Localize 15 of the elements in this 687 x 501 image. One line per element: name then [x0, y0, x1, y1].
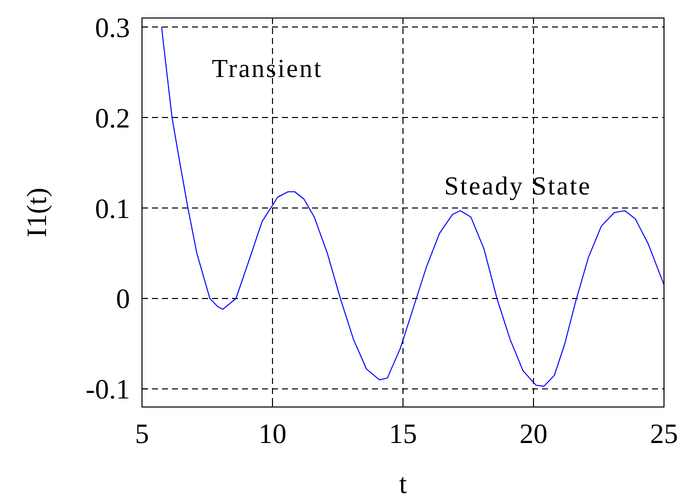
annotation: Steady State [444, 171, 592, 200]
y-tick-label: 0 [116, 284, 130, 316]
x-tick-label: 15 [389, 419, 417, 450]
x-axis-title: t [399, 469, 408, 500]
x-tick-label: 20 [520, 419, 548, 450]
x-tick-label: 10 [258, 419, 286, 450]
x-tick-label: 5 [135, 419, 149, 450]
y-tick-label: 0.2 [95, 103, 130, 134]
line-series [161, 26, 664, 387]
y-tick-label: -0.1 [86, 374, 130, 406]
x-tick-label: 25 [650, 419, 678, 450]
y-tick-label: 0.1 [95, 194, 130, 225]
y-tick-label: 0.3 [95, 12, 130, 44]
y-axis-title: I1(t) [22, 188, 53, 238]
annotation: Transient [212, 54, 323, 83]
